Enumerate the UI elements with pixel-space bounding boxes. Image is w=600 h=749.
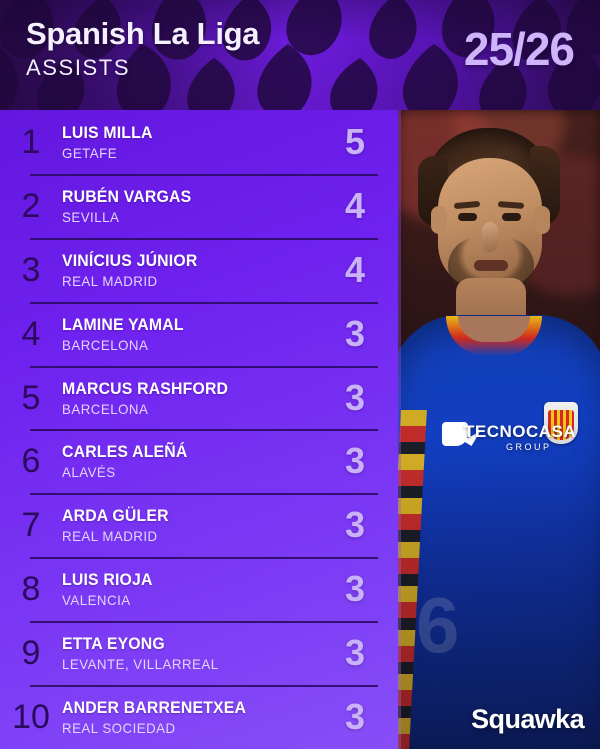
leaderboard-row[interactable]: 9 ETTA EYONG LEVANTE, VILLARREAL 3 [0, 621, 398, 685]
player-ear-left [431, 206, 447, 234]
player-eye-left [458, 213, 477, 221]
row-info: ETTA EYONG LEVANTE, VILLARREAL [62, 634, 312, 672]
header-pattern-icon [0, 0, 600, 110]
page-title: Spanish La Liga [26, 16, 260, 51]
row-rank: 8 [21, 570, 41, 609]
player-nose [482, 222, 498, 252]
photo-vignette [398, 110, 600, 749]
row-rank: 10 [12, 697, 50, 736]
row-player-name: ARDA GÜLER [62, 506, 169, 526]
row-rank: 6 [21, 442, 41, 481]
leaderboard-row[interactable]: 6 CARLES ALEÑÁ ALAVÉS 3 [0, 429, 398, 493]
row-info: MARCUS RASHFORD BARCELONA [62, 379, 312, 417]
leaderboard-row[interactable]: 5 MARCUS RASHFORD BARCELONA 3 [0, 365, 398, 430]
row-info: VINÍCIUS JÚNIOR REAL MADRID [62, 251, 312, 289]
row-team-name: REAL MADRID [62, 528, 158, 545]
row-stat-value: 3 [344, 568, 366, 610]
row-player-name: LUIS MILLA [62, 122, 153, 142]
season-label: 25/26 [463, 23, 575, 75]
leaderboard-row[interactable]: 1 LUIS MILLA GETAFE 5 [0, 110, 398, 174]
sponsor-name: TECNOCASA [464, 422, 576, 441]
squawka-logo: Squawka [471, 704, 584, 734]
header-banner: Spanish La Liga ASSISTS 25/26 [0, 0, 600, 110]
jersey-number: 6 [416, 580, 476, 670]
row-rank: 7 [21, 506, 41, 545]
row-stat-value: 5 [344, 120, 366, 162]
row-info: LAMINE YAMAL BARCELONA [62, 315, 312, 353]
row-stat-value: 3 [344, 312, 366, 354]
row-player-name: MARCUS RASHFORD [62, 378, 229, 398]
row-team-name: BARCELONA [62, 336, 149, 353]
sponsor-logo-icon [442, 422, 468, 446]
row-team-name: BARCELONA [62, 400, 149, 417]
leaderboard-row[interactable]: 7 ARDA GÜLER REAL MADRID 3 [0, 493, 398, 557]
player-ear-right [534, 206, 550, 234]
row-team-name: REAL SOCIEDAD [62, 719, 176, 736]
row-player-name: VINÍCIUS JÚNIOR [62, 250, 198, 270]
row-team-name: ALAVÉS [62, 464, 116, 481]
photo-edge-divider [398, 110, 401, 749]
player-mouth [474, 260, 508, 271]
header-text-group: Spanish La Liga ASSISTS [26, 16, 260, 81]
row-info: LUIS MILLA GETAFE [62, 123, 312, 161]
row-stat-value: 4 [344, 248, 366, 290]
row-stat-value: 3 [344, 632, 366, 674]
leaderboard-row[interactable]: 4 LAMINE YAMAL BARCELONA 3 [0, 301, 398, 366]
row-player-name: ANDER BARRENETXEA [62, 697, 247, 717]
row-stat-value: 3 [344, 504, 366, 546]
row-rank: 4 [21, 314, 41, 353]
player-photo: 6 TECNOCASA GROUP [398, 110, 600, 749]
row-team-name: GETAFE [62, 144, 118, 161]
row-stat-value: 3 [344, 695, 366, 737]
row-rank: 3 [21, 250, 41, 289]
row-team-name: LEVANTE, VILLARREAL [62, 656, 219, 673]
page-subtitle: ASSISTS [26, 54, 131, 80]
row-info: ANDER BARRENETXEA REAL SOCIEDAD [62, 698, 312, 736]
leaderboard-list: 1 LUIS MILLA GETAFE 5 2 RUBÉN VARGAS SEVILLA 4 3… [0, 110, 398, 749]
row-rank: 9 [21, 634, 41, 673]
player-jersey [398, 315, 600, 749]
leaderboard-row[interactable]: 8 LUIS RIOJA VALENCIA 3 [0, 557, 398, 621]
row-player-name: CARLES ALEÑÁ [62, 442, 188, 462]
player-eye-right [502, 213, 521, 221]
row-info: LUIS RIOJA VALENCIA [62, 570, 312, 608]
row-rank: 1 [21, 122, 41, 161]
row-player-name: ETTA EYONG [62, 634, 165, 654]
jersey-sponsor-text: TECNOCASA GROUP [464, 422, 592, 464]
jersey-collar-inner [458, 316, 530, 342]
row-team-name: SEVILLA [62, 208, 120, 225]
row-player-name: LUIS RIOJA [62, 570, 153, 590]
row-player-name: LAMINE YAMAL [62, 314, 184, 334]
row-player-name: RUBÉN VARGAS [62, 186, 192, 206]
sponsor-suffix: GROUP [506, 442, 592, 452]
row-info: ARDA GÜLER REAL MADRID [62, 506, 312, 544]
row-stat-value: 4 [344, 184, 366, 226]
row-rank: 2 [21, 186, 41, 225]
leaderboard-row[interactable]: 10 ANDER BARRENETXEA REAL SOCIEDAD 3 [0, 685, 398, 749]
header-overlay [0, 0, 600, 110]
row-rank: 5 [21, 378, 41, 417]
leaderboard-row[interactable]: 2 RUBÉN VARGAS SEVILLA 4 [0, 173, 398, 238]
leaderboard-row[interactable]: 3 VINÍCIUS JÚNIOR REAL MADRID 4 [0, 237, 398, 302]
row-stat-value: 3 [344, 440, 366, 482]
row-team-name: VALENCIA [62, 592, 131, 609]
row-stat-value: 3 [344, 376, 366, 418]
row-info: RUBÉN VARGAS SEVILLA [62, 187, 312, 225]
row-info: CARLES ALEÑÁ ALAVÉS [62, 442, 312, 480]
club-badge-inner [548, 410, 574, 440]
row-team-name: REAL MADRID [62, 272, 158, 289]
